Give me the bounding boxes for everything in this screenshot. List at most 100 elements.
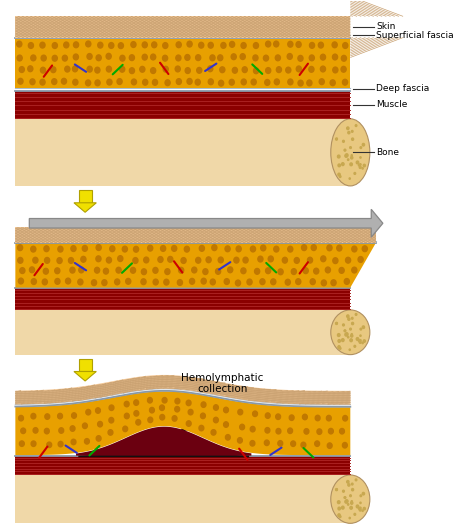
Circle shape [172,245,177,251]
Circle shape [347,504,349,505]
Circle shape [347,159,349,161]
Circle shape [195,80,201,85]
Circle shape [339,348,341,349]
Circle shape [79,267,84,273]
Circle shape [47,442,52,447]
Circle shape [153,268,158,273]
Circle shape [337,155,340,158]
Circle shape [96,408,100,413]
Circle shape [363,164,365,167]
Circle shape [210,279,215,285]
Text: Deep fascia: Deep fascia [376,84,429,93]
Circle shape [341,56,346,61]
Circle shape [362,492,365,495]
Circle shape [191,267,197,273]
Circle shape [160,405,164,410]
Circle shape [321,256,326,262]
Circle shape [346,127,349,129]
Circle shape [258,256,263,262]
Circle shape [288,41,293,47]
Circle shape [18,278,24,284]
Circle shape [65,278,71,284]
Circle shape [253,411,257,417]
Circle shape [119,66,125,72]
Circle shape [358,508,360,509]
Circle shape [301,442,306,448]
Circle shape [133,258,138,263]
Circle shape [337,245,342,251]
Circle shape [58,246,63,252]
Circle shape [211,430,216,435]
Circle shape [163,66,168,72]
Circle shape [358,257,363,262]
Circle shape [344,149,346,151]
Circle shape [117,78,122,84]
Circle shape [345,497,346,498]
Circle shape [164,279,169,285]
Circle shape [70,426,75,431]
Circle shape [147,398,152,403]
Text: Hemolymphatic
collection: Hemolymphatic collection [181,373,264,394]
Circle shape [197,67,202,73]
Circle shape [315,416,320,421]
Circle shape [96,436,101,441]
Circle shape [187,78,192,84]
Circle shape [18,245,23,251]
Circle shape [360,164,361,165]
Circle shape [109,405,114,411]
Circle shape [344,497,346,498]
Circle shape [231,54,236,60]
Circle shape [325,267,330,273]
Circle shape [307,80,312,86]
Circle shape [336,322,337,324]
Circle shape [240,425,245,430]
Circle shape [213,417,219,423]
Circle shape [96,55,101,60]
Circle shape [87,66,92,72]
Circle shape [228,267,233,273]
Polygon shape [15,243,376,288]
Circle shape [339,175,341,178]
Circle shape [343,42,348,48]
Circle shape [31,55,36,61]
Circle shape [351,334,352,335]
Circle shape [185,68,190,74]
Circle shape [108,430,113,435]
Circle shape [241,268,246,273]
Circle shape [140,66,145,72]
Circle shape [172,416,177,421]
Circle shape [315,441,319,446]
Circle shape [142,42,147,48]
Circle shape [274,79,279,85]
Polygon shape [15,456,350,475]
Circle shape [122,246,128,252]
Circle shape [106,54,111,59]
Circle shape [339,268,344,273]
Circle shape [343,140,344,143]
Circle shape [243,257,248,263]
Circle shape [86,41,91,47]
Circle shape [19,67,24,73]
Polygon shape [15,119,350,186]
Circle shape [33,258,38,263]
Circle shape [359,341,361,343]
Circle shape [41,55,46,61]
Circle shape [240,54,245,59]
Circle shape [363,507,365,510]
Circle shape [165,269,170,275]
Circle shape [103,268,109,274]
Circle shape [236,280,240,286]
Circle shape [64,42,69,48]
Text: Bone: Bone [376,148,399,157]
Circle shape [203,269,208,275]
Circle shape [221,42,226,48]
Circle shape [321,280,327,286]
Circle shape [331,280,336,286]
Circle shape [62,78,66,84]
Circle shape [55,278,60,284]
Circle shape [28,66,33,72]
Circle shape [356,505,359,508]
Circle shape [57,258,62,263]
Circle shape [241,42,246,48]
Circle shape [216,269,220,275]
